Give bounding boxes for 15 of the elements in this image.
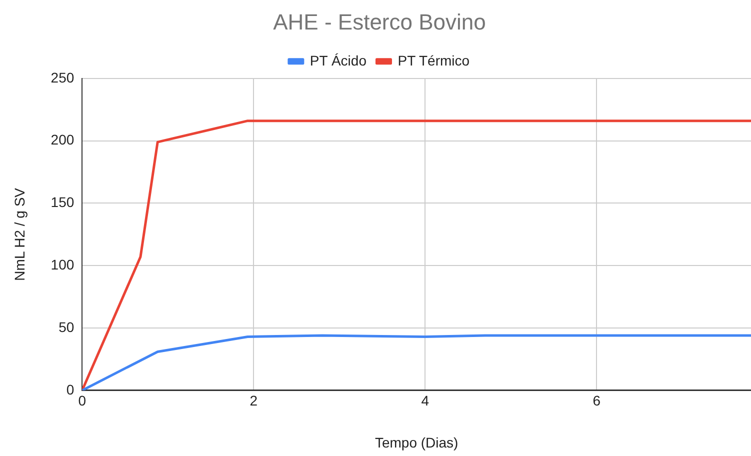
x-tick-label: 4: [421, 392, 430, 409]
x-tick-label: 0: [78, 392, 86, 409]
x-tick-label: 6: [592, 392, 601, 409]
y-tick-label: 50: [58, 318, 74, 335]
y-tick-label: 0: [66, 381, 74, 398]
y-tick-label: 100: [50, 256, 74, 272]
y-tick-label: 200: [50, 132, 74, 148]
chart-title: AHE - Esterco Bovino: [273, 9, 486, 34]
y-axis-title: NmL H2 / g SV: [11, 187, 28, 281]
x-tick-label: 2: [250, 392, 258, 409]
legend-label: PT Ácido: [310, 52, 367, 68]
legend-label: PT Térmico: [398, 52, 470, 68]
x-axis-title: Tempo (Dias): [374, 434, 458, 450]
y-tick-label: 250: [50, 69, 74, 86]
y-tick-label: 150: [50, 194, 74, 210]
